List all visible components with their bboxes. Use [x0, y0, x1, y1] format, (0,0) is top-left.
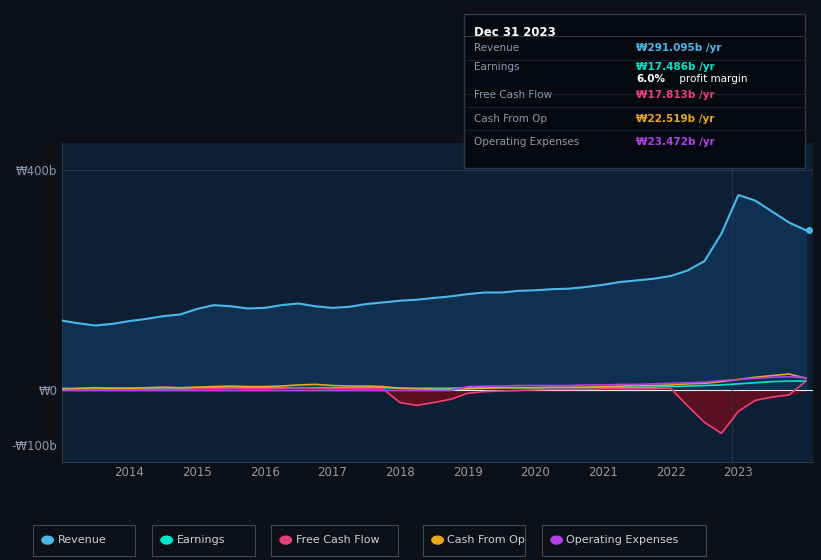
Text: Operating Expenses: Operating Expenses	[566, 535, 679, 545]
Text: Free Cash Flow: Free Cash Flow	[296, 535, 379, 545]
Text: ₩22.519b /yr: ₩22.519b /yr	[636, 114, 714, 124]
Text: Cash From Op: Cash From Op	[447, 535, 525, 545]
Text: profit margin: profit margin	[676, 74, 747, 85]
Text: 6.0%: 6.0%	[636, 74, 665, 85]
Text: Operating Expenses: Operating Expenses	[474, 137, 579, 147]
Text: ₩291.095b /yr: ₩291.095b /yr	[636, 43, 722, 53]
Text: Earnings: Earnings	[474, 62, 519, 72]
Text: ₩23.472b /yr: ₩23.472b /yr	[636, 137, 715, 147]
Text: Earnings: Earnings	[177, 535, 225, 545]
Text: Revenue: Revenue	[57, 535, 106, 545]
Text: ₩17.813b /yr: ₩17.813b /yr	[636, 90, 715, 100]
Text: Revenue: Revenue	[474, 43, 519, 53]
Text: Dec 31 2023: Dec 31 2023	[474, 26, 556, 39]
Text: Free Cash Flow: Free Cash Flow	[474, 90, 552, 100]
Text: Cash From Op: Cash From Op	[474, 114, 547, 124]
Text: ₩17.486b /yr: ₩17.486b /yr	[636, 62, 715, 72]
